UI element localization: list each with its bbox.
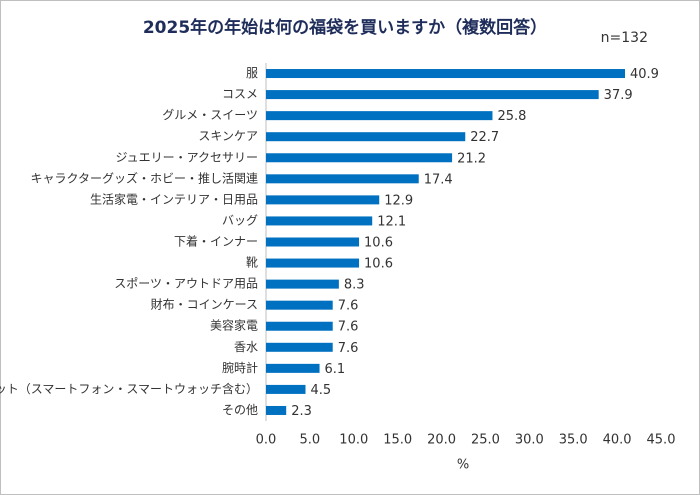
bar: [266, 216, 373, 226]
y-tick-label: 財布・コインケース: [151, 297, 258, 312]
value-label: 7.6: [338, 320, 359, 335]
value-label: 6.1: [325, 362, 346, 377]
bar: [266, 342, 333, 352]
y-tick-label: 靴: [246, 256, 258, 270]
x-tick-label: 45.0: [647, 433, 676, 448]
value-label: 4.5: [311, 383, 332, 398]
y-tick-label: グルメ・スイーツ: [162, 108, 258, 122]
y-tick-label: スキンケア: [198, 129, 258, 143]
y-tick-label: ジュエリー・アクセサリー: [115, 150, 258, 164]
bar: [266, 258, 360, 268]
y-tick-label: 美容家電: [210, 318, 258, 333]
y-tick-label: 腕時計: [222, 360, 258, 375]
value-label: 2.3: [291, 404, 312, 419]
bar: [266, 69, 626, 79]
value-label: 10.6: [364, 236, 393, 251]
value-label: 25.8: [497, 109, 526, 124]
bar: [266, 237, 360, 247]
x-tick-label: 20.0: [427, 433, 456, 448]
x-tick-label: 5.0: [300, 433, 321, 448]
bar: [266, 321, 333, 331]
y-tick-label: キャラクターグッズ・ホビー・推し活関連: [30, 170, 258, 185]
y-tick-label: 服: [246, 66, 258, 80]
y-tick-label: 下着・インナー: [174, 234, 258, 249]
bar: [266, 174, 419, 184]
bar: [266, 195, 380, 205]
value-label: 37.9: [604, 88, 633, 103]
bar: [266, 405, 287, 415]
x-tick-label: 40.0: [603, 433, 632, 448]
value-label: 22.7: [470, 130, 499, 145]
bar: [266, 111, 493, 121]
x-tick-label: 30.0: [515, 433, 544, 448]
y-tick-label: ガジェット（スマートフォン・スマートウォッチ含む）: [0, 381, 258, 396]
value-label: 40.9: [630, 67, 659, 82]
x-tick-label: 15.0: [383, 433, 412, 448]
bar: [266, 90, 599, 100]
x-tick-label: 35.0: [559, 433, 588, 448]
y-tick-label: 香水: [234, 340, 258, 354]
value-label: 8.3: [344, 278, 365, 293]
value-label: 12.1: [377, 214, 406, 229]
value-label: 7.6: [338, 341, 359, 356]
value-label: 17.4: [424, 172, 453, 187]
value-label: 7.6: [338, 299, 359, 314]
y-tick-label: バッグ: [222, 213, 258, 227]
bar: [266, 300, 333, 310]
bar: [266, 363, 320, 373]
x-axis-label: %: [457, 458, 469, 473]
bar: [266, 132, 466, 142]
x-tick-label: 0.0: [256, 433, 277, 448]
bar: [266, 153, 453, 163]
x-tick-label: 10.0: [339, 433, 368, 448]
x-tick-label: 25.0: [471, 433, 500, 448]
value-label: 10.6: [364, 257, 393, 272]
value-label: 12.9: [384, 193, 413, 208]
bar: [266, 384, 306, 394]
value-label: 21.2: [457, 151, 486, 166]
y-tick-label: その他: [222, 403, 258, 417]
annotation: n=132: [601, 30, 648, 46]
y-tick-label: コスメ: [222, 87, 258, 101]
bar: [266, 279, 339, 289]
y-tick-label: 生活家電・インテリア・日用品: [90, 191, 258, 206]
chart-title: 2025年の年始は何の福袋を買いますか（複数回答）: [143, 17, 547, 38]
y-tick-label: スポーツ・アウトドア用品: [114, 277, 258, 291]
